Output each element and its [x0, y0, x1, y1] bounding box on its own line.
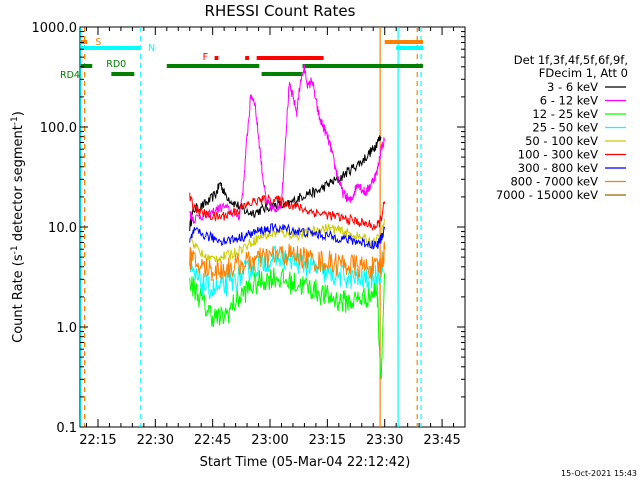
flag-label: RD0 [106, 59, 126, 70]
y-axis-label-close: ) [11, 111, 26, 116]
flag-label: F [203, 52, 208, 63]
y-tick-label: 1.0 [56, 321, 77, 336]
legend-entry-label: 3 - 6 keV [547, 80, 598, 94]
series-line [189, 64, 386, 224]
x-tick-label: 22:15 [79, 433, 116, 448]
legend-entry-label: 12 - 25 keV [532, 107, 598, 121]
series-line [189, 223, 386, 250]
y-tick-label: 100.0 [40, 121, 77, 136]
series-line [189, 218, 386, 264]
x-tick-label: 23:45 [423, 433, 460, 448]
y-axis-label-main: Count Rate (s [11, 254, 26, 343]
svg-text:Count Rate (s-1 detector segme: Count Rate (s-1 detector segment-1) [10, 111, 26, 343]
legend-header: FDecim 1, Att 0 [539, 66, 628, 80]
axes: 0.1 1.0 10.0 100.0 1000.0 22:15 22:30 22:45 23:0… [32, 21, 465, 448]
legend-entry-label: 100 - 300 keV [518, 148, 598, 162]
series-line [189, 135, 382, 232]
y-axis-label-sup: -1 [10, 245, 20, 254]
flag-label: S [95, 37, 101, 48]
series-line [189, 241, 386, 281]
legend-entry-label: 50 - 100 keV [525, 134, 598, 148]
legend: Det 1f,3f,4f,5f,6f,9f,FDecim 1, Att 03 -… [496, 53, 628, 202]
chart-title: RHESSI Count Rates [205, 2, 356, 20]
legend-entry-label: 300 - 800 keV [518, 161, 598, 175]
flag-label: RD4 [60, 70, 80, 81]
x-axis-label: Start Time (05-Mar-04 22:12:42) [200, 455, 411, 470]
series-lines [189, 64, 386, 380]
series-line [189, 192, 386, 232]
flag-label: N [148, 43, 155, 54]
y-axis-label-sup2: -1 [10, 116, 20, 125]
y-tick-label: 10.0 [48, 221, 77, 236]
legend-entry-label: 6 - 12 keV [540, 94, 598, 108]
x-tick-label: 23:30 [366, 433, 403, 448]
legend-header: Det 1f,3f,4f,5f,6f,9f, [514, 53, 628, 67]
x-tick-label: 23:15 [309, 433, 346, 448]
x-tick-label: 22:45 [194, 433, 231, 448]
legend-entry-label: 800 - 7000 keV [510, 175, 598, 189]
y-tick-label: 1000.0 [32, 21, 78, 36]
legend-entry-label: 25 - 50 keV [532, 121, 598, 135]
timestamp: 15-Oct-2021 15:43 [561, 469, 637, 478]
y-axis-label: Count Rate (s-1 detector segment-1) [10, 111, 26, 343]
y-axis-label-tail: detector segment [11, 125, 26, 245]
flag-bars: S N F RD0 RD4 [60, 37, 423, 81]
legend-entry-label: 7000 - 15000 keV [496, 188, 598, 202]
y-tick-label: 0.1 [56, 421, 77, 436]
x-tick-label: 23:00 [251, 433, 288, 448]
series-line [189, 267, 386, 380]
x-tick-label: 22:30 [137, 433, 174, 448]
